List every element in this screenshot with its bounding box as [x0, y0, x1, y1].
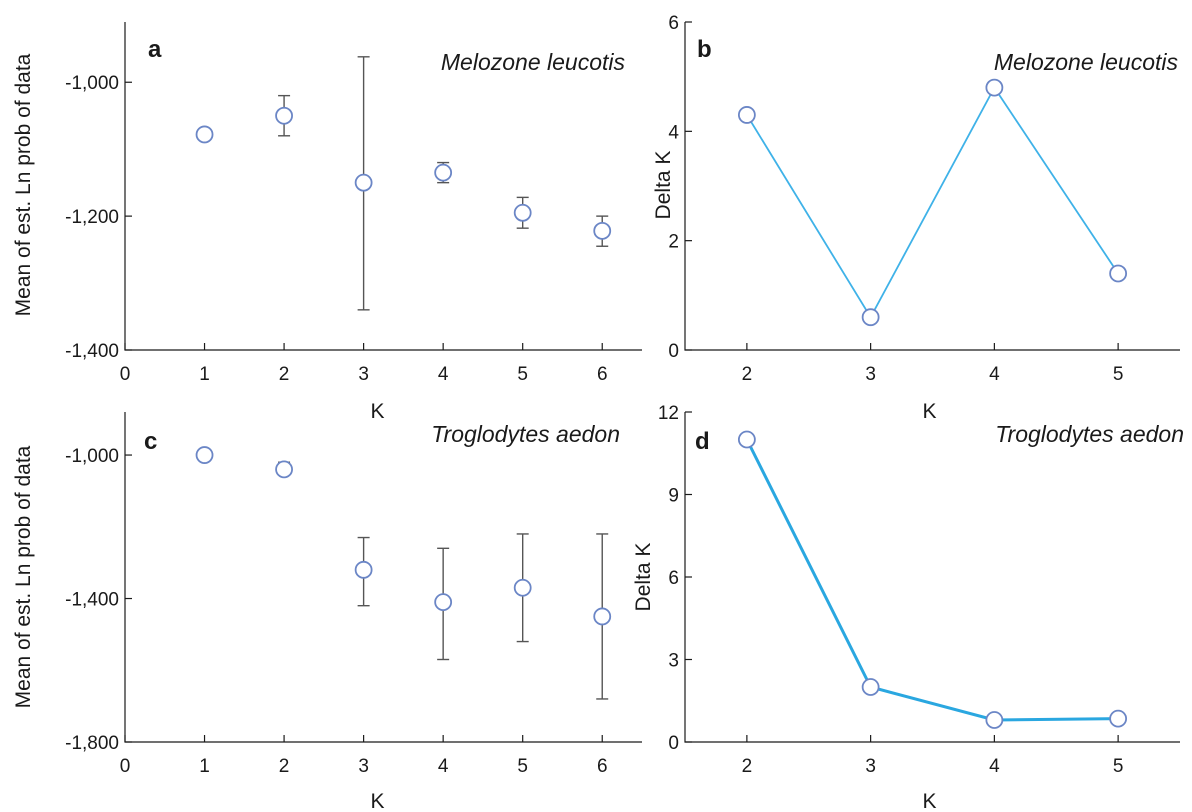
data-point [275, 460, 293, 479]
y-tick-label: 0 [668, 733, 679, 754]
species-label: Melozone leucotis [994, 49, 1179, 75]
species-label: Troglodytes aedon [995, 421, 1184, 447]
data-point [434, 163, 453, 182]
data-point [737, 106, 756, 124]
y-tick-label: 2 [668, 232, 679, 253]
data-point [593, 607, 612, 626]
y-axis-label: Delta K [632, 543, 655, 612]
panel-d: 0 3 6 9 12 2 3 4 5 K Delta K d Troglodytes aedon [632, 403, 1184, 812]
x-tick-label: 5 [517, 756, 528, 777]
x-tick-label: 4 [989, 756, 1000, 777]
y-tick-label: -1,400 [65, 341, 119, 362]
x-axis-label: K [370, 790, 384, 812]
species-label: Troglodytes aedon [431, 421, 620, 447]
data-point [985, 711, 1004, 729]
x-tick-label: 4 [989, 364, 1000, 385]
data-point [195, 125, 214, 144]
y-tick-label: 9 [668, 486, 679, 507]
x-axis-label: K [922, 790, 936, 812]
data-point [513, 578, 532, 597]
series-line [745, 438, 1119, 722]
x-tick-label: 6 [597, 364, 608, 385]
x-tick-label: 5 [1113, 756, 1124, 777]
data-point [354, 560, 373, 579]
data-point [513, 203, 532, 222]
y-axis-label: Mean of est. Ln prob of data [12, 53, 35, 316]
y-tick-label: -1,000 [65, 446, 119, 467]
y-tick-label: 4 [668, 122, 679, 143]
data-point [737, 430, 756, 449]
y-tick-label: 12 [658, 403, 679, 424]
data-point [1109, 709, 1128, 728]
panel-letter: c [144, 428, 157, 455]
panel-b: 0 2 4 6 2 3 4 5 K Delta K b Melozone leucotis [652, 13, 1180, 423]
y-axis-label: Delta K [652, 151, 675, 220]
data-point [593, 221, 612, 240]
x-tick-label: 6 [597, 756, 608, 777]
data-point [1109, 264, 1128, 283]
y-tick-label: -1,400 [65, 590, 119, 611]
data-point [861, 308, 880, 327]
x-tick-label: 5 [517, 364, 528, 385]
x-tick-label: 2 [279, 756, 290, 777]
x-tick-label: 0 [120, 364, 131, 385]
y-tick-label: 0 [668, 341, 679, 362]
x-tick-label: 2 [742, 756, 753, 777]
panel-a: -1,400 -1,200 -1,000 0 1 2 3 4 5 6 K Mean of est. L… [12, 22, 642, 423]
x-tick-label: 3 [865, 364, 876, 385]
y-tick-label: 6 [668, 13, 679, 34]
x-tick-label: 5 [1113, 364, 1124, 385]
x-tick-label: 4 [438, 756, 449, 777]
panel-c: -1,800 -1,400 -1,000 0 1 2 3 4 5 6 K Mean of est. L… [12, 412, 642, 812]
x-tick-label: 2 [742, 364, 753, 385]
species-label: Melozone leucotis [441, 49, 626, 75]
data-point [434, 593, 453, 612]
x-tick-label: 1 [199, 756, 210, 777]
x-tick-label: 3 [865, 756, 876, 777]
panel-letter: a [148, 36, 162, 63]
series-line [746, 85, 1119, 320]
x-tick-label: 3 [358, 364, 369, 385]
y-tick-label: -1,800 [65, 733, 119, 754]
y-tick-label: 6 [668, 568, 679, 589]
x-axis-label: K [370, 400, 384, 423]
x-tick-label: 4 [438, 364, 449, 385]
data-point [985, 78, 1004, 97]
y-tick-label: -1,200 [65, 207, 119, 228]
x-tick-label: 0 [120, 756, 131, 777]
y-axis-label: Mean of est. Ln prob of data [12, 445, 35, 708]
panel-letter: d [695, 428, 710, 455]
x-axis-label: K [922, 400, 936, 423]
data-point [275, 106, 293, 125]
panel-letter: b [697, 36, 712, 63]
x-tick-label: 1 [199, 364, 210, 385]
x-tick-label: 2 [279, 364, 290, 385]
data-point [195, 446, 214, 464]
y-tick-label: 3 [668, 651, 679, 672]
x-tick-label: 3 [358, 756, 369, 777]
data-point [861, 678, 880, 696]
data-point [354, 173, 373, 192]
y-tick-label: -1,000 [65, 73, 119, 94]
